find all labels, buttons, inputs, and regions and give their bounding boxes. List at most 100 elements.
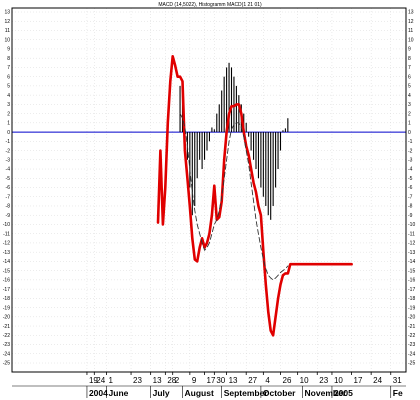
y-tick-label-left: -23 [3,342,10,348]
y-tick-label-left: 12 [4,19,10,25]
y-tick-label-right: 9 [408,47,411,53]
y-tick-label-right: 12 [408,19,414,25]
x-tick-label: 30 [216,376,225,385]
x-tick-label: 17 [354,376,363,385]
y-tick-label-left: 1 [7,121,10,127]
y-tick-label-right: -20 [408,315,415,321]
y-tick-label-right: 2 [408,111,411,117]
x-tick-label: 24 [96,376,105,385]
y-tick-label-right: 3 [408,102,411,108]
y-tick-label-right: 6 [408,74,411,80]
y-tick-label-left: 6 [7,74,10,80]
y-tick-label-right: 4 [408,93,411,99]
y-tick-label-left: -10 [3,222,10,228]
y-tick-label-right: 13 [408,10,414,16]
histogram [179,62,289,220]
y-tick-label-left: 8 [7,56,10,62]
y-tick-label-right: -5 [408,176,413,182]
y-tick-label-right: -4 [408,167,413,173]
y-tick-label-left: -19 [3,305,10,311]
y-tick-label-right: 5 [408,84,411,90]
y-tick-label-right: -3 [408,157,413,163]
x-tick-label: 28 [167,376,176,385]
y-tick-label-right: -14 [408,259,415,265]
y-tick-label-right: 7 [408,65,411,71]
y-tick-label-right: -13 [408,250,415,256]
macd-line [156,54,353,337]
y-tick-label-right: -12 [408,241,415,247]
y-tick-label-left: -11 [3,231,10,237]
y-tick-label-right: 10 [408,37,414,43]
x-tick-label: 31 [393,376,402,385]
y-tick-label-right: -18 [408,296,415,302]
y-tick-label-right: -2 [408,148,413,154]
x-month-label: Fe [393,388,403,398]
y-tick-label-left: -7 [6,194,11,200]
y-tick-label-left: 11 [5,28,10,34]
chart-title: MACD (14,5022), Histogramm MACD(1 21 01) [158,2,262,8]
y-tick-label-left: -15 [3,268,10,274]
y-tick-label-right: -15 [408,268,415,274]
y-tick-label-left: 10 [4,37,10,43]
y-tick-label-right: 11 [408,28,413,34]
x-month-label: June [109,388,129,398]
y-tick-label-left: -12 [3,241,10,247]
y-tick-label-left: -4 [6,167,11,173]
x-month-label: 2005 [334,388,353,398]
y-tick-label-left: -6 [6,185,11,191]
x-tick-label: 17 [207,376,216,385]
y-tick-label-left: -3 [6,157,11,163]
y-tick-label-left: -9 [6,213,11,219]
x-tick-label: 4 [265,376,270,385]
x-tick-label: 2 [175,376,180,385]
y-tick-label-right: -1 [408,139,413,145]
y-tick-label-right: -22 [408,333,415,339]
grid [12,8,406,372]
y-axis-right: 131211109876543210-1-2-3-4-5-6-7-8-9-10-… [408,10,415,367]
x-tick-label: 26 [283,376,292,385]
y-tick-label-left: -20 [3,315,10,321]
x-month-label: July [153,388,170,398]
x-tick-label: 19 [89,376,98,385]
x-tick-label: 23 [319,376,328,385]
y-tick-label-right: -21 [408,324,415,330]
x-month-label: 2004 [89,388,108,398]
x-tick-label: 27 [248,376,257,385]
y-tick-label-right: -24 [408,351,415,357]
y-tick-label-left: 2 [7,111,10,117]
y-tick-label-left: -17 [3,287,10,293]
x-month-label: August [185,388,214,398]
y-tick-label-right: 1 [408,121,411,127]
y-tick-label-right: -25 [408,361,415,367]
y-tick-label-right: -7 [408,194,413,200]
y-tick-label-left: -25 [3,361,10,367]
y-tick-label-right: 0 [408,130,411,136]
y-tick-label-right: -10 [408,222,415,228]
x-tick-label: 24 [373,376,382,385]
y-tick-label-left: -13 [3,250,10,256]
x-tick-label: 10 [334,376,343,385]
y-tick-label-left: -24 [3,351,10,357]
y-tick-label-left: 7 [7,65,10,71]
y-tick-label-left: 0 [7,130,10,136]
y-tick-label-left: -2 [6,148,11,154]
x-tick-label: 13 [229,376,238,385]
x-tick-label: 10 [300,376,309,385]
x-tick-label: 23 [133,376,142,385]
y-tick-label-right: -16 [408,278,415,284]
y-tick-label-left: -14 [3,259,10,265]
y-tick-label-right: -17 [408,287,415,293]
y-tick-label-right: -9 [408,213,413,219]
y-tick-label-left: -5 [6,176,11,182]
x-month-label: September [224,388,269,398]
y-tick-label-right: -23 [408,342,415,348]
y-tick-label-right: -11 [408,231,415,237]
x-tick-label: 13 [153,376,162,385]
x-tick-label: 9 [192,376,197,385]
x-month-label: October [263,388,296,398]
y-tick-label-left: -22 [3,333,10,339]
y-tick-label-left: 13 [4,10,10,16]
y-tick-label-right: -6 [408,185,413,191]
y-axis-left: 131211109876543210-1-2-3-4-5-6-7-8-9-10-… [3,10,10,367]
